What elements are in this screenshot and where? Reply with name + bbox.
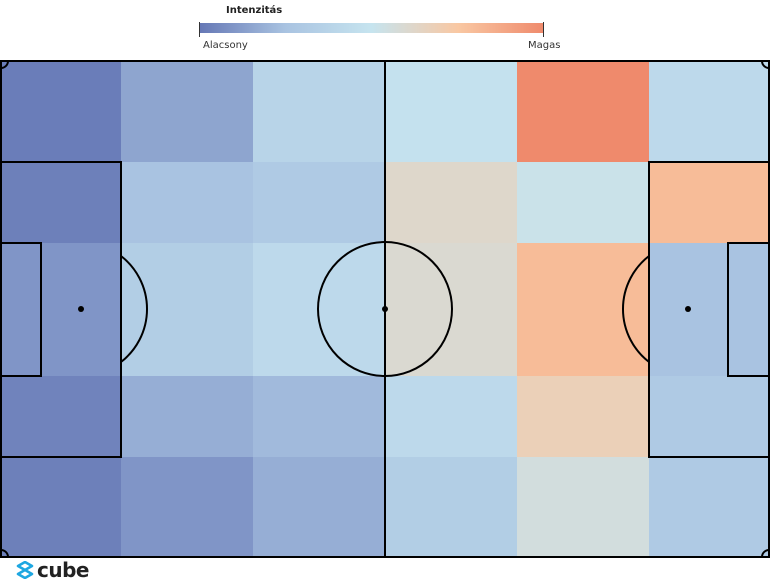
center-circle (317, 241, 453, 377)
legend-low-label: Alacsony (203, 40, 248, 51)
left-penalty-arc (120, 255, 149, 363)
heatmap-cell-r1-c4 (517, 162, 649, 243)
heatmap-cell-r4-c0 (0, 457, 121, 557)
heatmap-cell-r0-c5 (649, 61, 770, 162)
heatmap-cell-r3-c2 (253, 376, 385, 457)
right-goal-area (727, 242, 770, 377)
legend-tick-high (543, 22, 544, 37)
pitch-lines (0, 60, 770, 558)
left-goal-area (0, 242, 42, 377)
heatmap-cell-r1-c0 (0, 162, 121, 243)
heatmap-cell-r4-c3 (385, 457, 517, 557)
corner-arc-tr (761, 60, 770, 69)
heatmap-cell-r3-c4 (517, 376, 649, 457)
logo-text: cube (37, 558, 89, 582)
right-penalty-arc (621, 255, 650, 363)
heatmap-cell-r2-c5 (649, 243, 770, 376)
legend-tick-low (199, 22, 200, 37)
corner-arc-tl (0, 60, 9, 69)
right-penalty-spot (685, 306, 691, 312)
heatmap-cell-r1-c2 (253, 162, 385, 243)
legend-gradient-bar (199, 23, 544, 33)
corner-arc-br (761, 549, 770, 558)
heatmap-cell-r3-c1 (121, 376, 253, 457)
heatmap-cell-r4-c1 (121, 457, 253, 557)
heatmap-cell-r0-c3 (385, 61, 517, 162)
heatmap-cell-r3-c5 (649, 376, 770, 457)
heatmap-cell-r4-c2 (253, 457, 385, 557)
heatmap-cell-r0-c4 (517, 61, 649, 162)
heatmap-cell-r0-c1 (121, 61, 253, 162)
heatmap-cell-r1-c3 (385, 162, 517, 243)
heatmap-cell-r4-c4 (517, 457, 649, 557)
heatmap-cell-r0-c2 (253, 61, 385, 162)
cube-logo: cube (16, 560, 89, 580)
heatmap-cell-r0-c0 (0, 61, 121, 162)
heatmap-cell-r4-c5 (649, 457, 770, 557)
left-penalty-spot (78, 306, 84, 312)
legend-title: Intenzitás (226, 5, 283, 16)
corner-arc-bl (0, 549, 9, 558)
heatmap-cell-r3-c0 (0, 376, 121, 457)
heatmap-cell-r1-c1 (121, 162, 253, 243)
heatmap-cell-r1-c5 (649, 162, 770, 243)
cube-logo-icon (16, 561, 34, 579)
center-spot (382, 306, 388, 312)
heatmap-cell-r2-c0 (0, 243, 121, 376)
heatmap-cell-r2-c1 (121, 243, 253, 376)
legend-high-label: Magas (528, 40, 561, 51)
heatmap-cell-r2-c4 (517, 243, 649, 376)
heatmap-cell-r3-c3 (385, 376, 517, 457)
